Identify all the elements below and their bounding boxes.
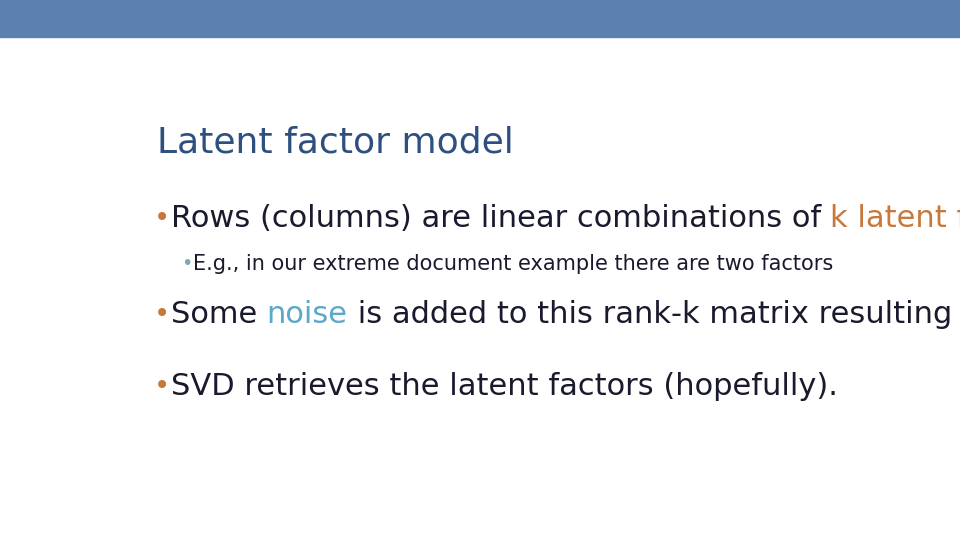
- Text: Latent factor model: Latent factor model: [157, 125, 514, 159]
- Text: SVD retrieves the latent factors (hopefully).: SVD retrieves the latent factors (hopefu…: [171, 373, 837, 402]
- Text: •: •: [154, 373, 170, 401]
- Text: Rows (columns) are linear combinations of: Rows (columns) are linear combinations o…: [171, 204, 830, 233]
- Text: E.g., in our extreme document example there are two factors: E.g., in our extreme document example th…: [193, 254, 833, 274]
- Text: k latent factors: k latent factors: [830, 204, 960, 233]
- Text: Some: Some: [171, 300, 267, 329]
- Text: •: •: [154, 204, 170, 232]
- Text: •: •: [154, 300, 170, 328]
- Text: is added to this rank-k matrix resulting in higher rank: is added to this rank-k matrix resulting…: [348, 300, 960, 329]
- Text: noise: noise: [267, 300, 348, 329]
- Text: •: •: [181, 254, 192, 273]
